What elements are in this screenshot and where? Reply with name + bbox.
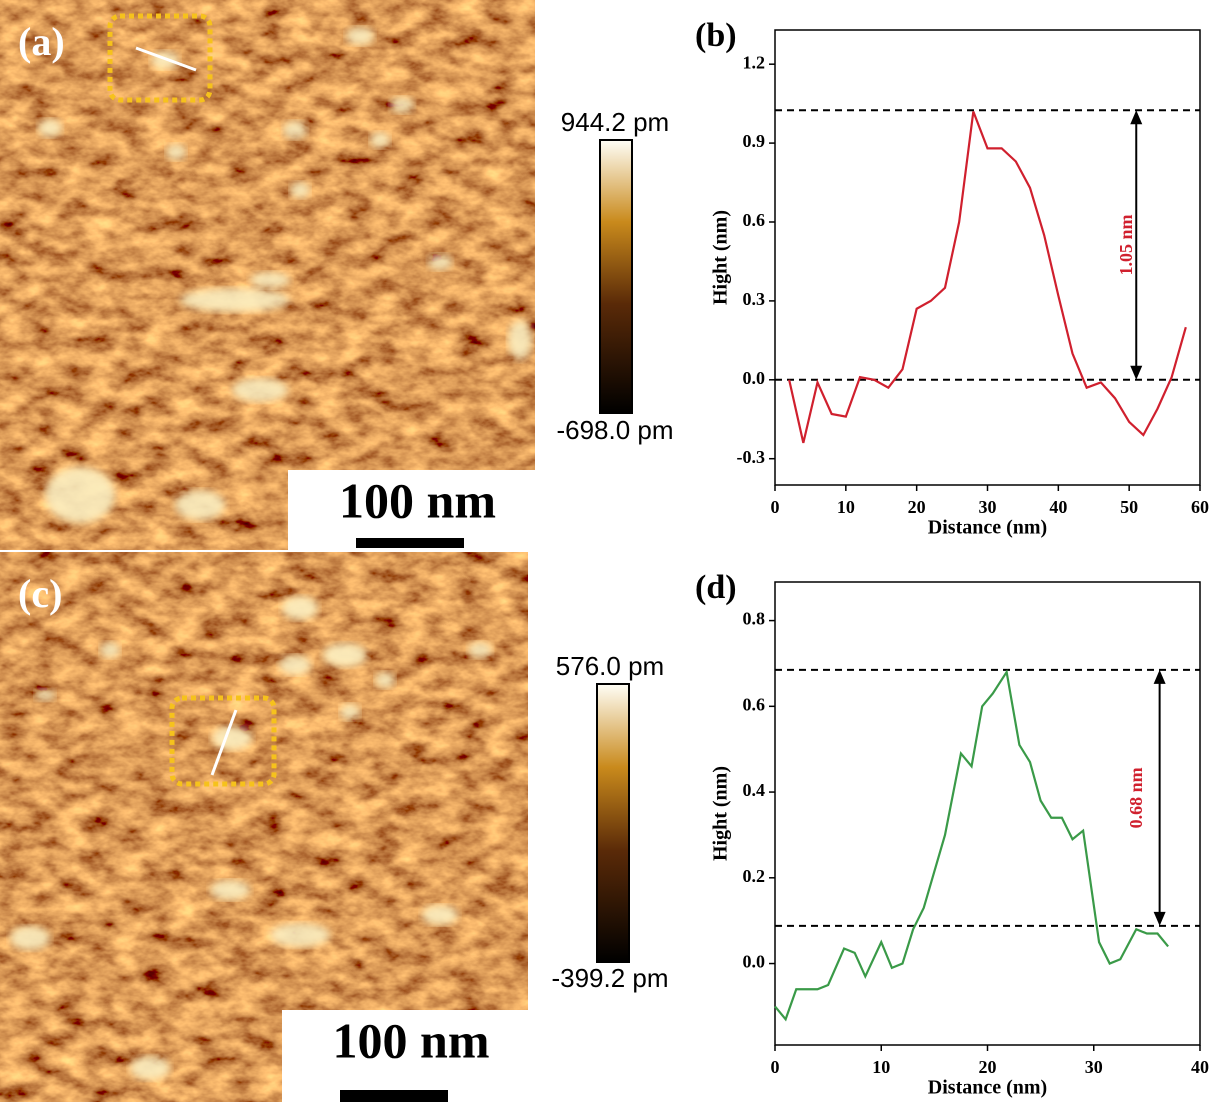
afm-feature (175, 490, 225, 520)
afm-feature (210, 880, 250, 900)
highlight-box (169, 695, 277, 787)
y-tick-label: 0.3 (743, 289, 766, 309)
colorbar-max: 576.0 pm (556, 651, 664, 681)
afm-feature (180, 288, 290, 312)
scale-bar (340, 1090, 448, 1102)
y-tick-label: -0.3 (737, 447, 766, 467)
y-axis-title: Hight (nm) (710, 210, 732, 305)
afm-feature (279, 655, 311, 675)
afm-feature (468, 642, 492, 658)
afm-feature (166, 144, 186, 160)
x-tick-label: 40 (1049, 497, 1067, 517)
y-tick-label: 0.9 (743, 131, 766, 151)
afm-feature (283, 121, 307, 139)
arrow-head (1153, 911, 1166, 926)
profile-line (135, 46, 197, 72)
profile-line (210, 709, 238, 776)
afm-feature (232, 378, 288, 402)
colorbar (599, 139, 633, 414)
data-line (774, 669, 1169, 1022)
x-tick-label: 30 (1085, 1057, 1103, 1077)
y-tick-label: 0.8 (743, 609, 766, 629)
afm-feature (370, 132, 390, 148)
afm-feature (212, 726, 252, 750)
annotation: 1.05 nm (1116, 214, 1136, 275)
afm-feature (10, 926, 50, 950)
annotation: 0.68 nm (1126, 767, 1146, 828)
x-axis-title: Distance (nm) (928, 517, 1047, 539)
x-axis-title: Distance (nm) (928, 1077, 1047, 1099)
y-axis-title: Hight (nm) (710, 766, 732, 861)
afm-feature (270, 923, 330, 947)
y-tick-label: 0.6 (743, 694, 766, 714)
x-tick-label: 10 (872, 1057, 890, 1077)
arrow-head (1130, 110, 1143, 125)
x-tick-label: 50 (1120, 497, 1138, 517)
scale-bar-label: 100 nm (333, 1012, 490, 1068)
x-tick-label: 20 (908, 497, 926, 517)
afm-feature (282, 596, 318, 620)
arrow-head (1130, 365, 1143, 380)
afm-feature (38, 119, 62, 137)
colorbar (596, 683, 630, 963)
colorbar-max: 944.2 pm (561, 107, 669, 137)
afm-feature (100, 642, 120, 658)
panel-label: (d) (695, 569, 737, 606)
colorbar-min: -698.0 pm (556, 415, 673, 445)
y-tick-label: 0.6 (743, 210, 766, 230)
data-line (788, 111, 1187, 444)
scale-bar-box (282, 1010, 528, 1102)
afm-feature (390, 97, 414, 113)
y-tick-label: 0.0 (743, 368, 766, 388)
afm-feature (290, 182, 310, 198)
afm-feature (250, 272, 290, 288)
afm-feature (45, 467, 115, 523)
panel-label: (a) (18, 19, 65, 64)
panel-label: (b) (695, 17, 737, 54)
afm-feature (375, 672, 395, 688)
afm-feature (346, 27, 374, 45)
panel-label: (c) (18, 571, 62, 616)
afm-feature (35, 689, 55, 701)
y-tick-label: 1.2 (743, 52, 766, 72)
scale-bar-box (288, 470, 535, 550)
afm-feature (428, 254, 452, 270)
scale-bar (356, 538, 464, 548)
x-tick-label: 0 (771, 1057, 780, 1077)
scale-bar-label: 100 nm (339, 472, 496, 528)
y-tick-label: 0.2 (743, 866, 766, 886)
x-tick-label: 0 (771, 497, 780, 517)
afm-feature (508, 320, 532, 360)
colorbar-min: -399.2 pm (551, 963, 668, 993)
x-tick-label: 60 (1191, 497, 1209, 517)
x-tick-label: 10 (837, 497, 855, 517)
afm-feature (323, 643, 367, 667)
y-tick-label: 0.4 (743, 780, 766, 800)
highlight-box (107, 13, 213, 103)
x-tick-label: 20 (979, 1057, 997, 1077)
x-tick-label: 40 (1191, 1057, 1209, 1077)
arrow-head (1153, 669, 1166, 684)
x-tick-label: 30 (979, 497, 997, 517)
afm-feature (130, 1056, 170, 1080)
afm-feature (422, 905, 458, 925)
afm-feature (340, 704, 360, 720)
y-tick-label: 0.0 (743, 952, 766, 972)
